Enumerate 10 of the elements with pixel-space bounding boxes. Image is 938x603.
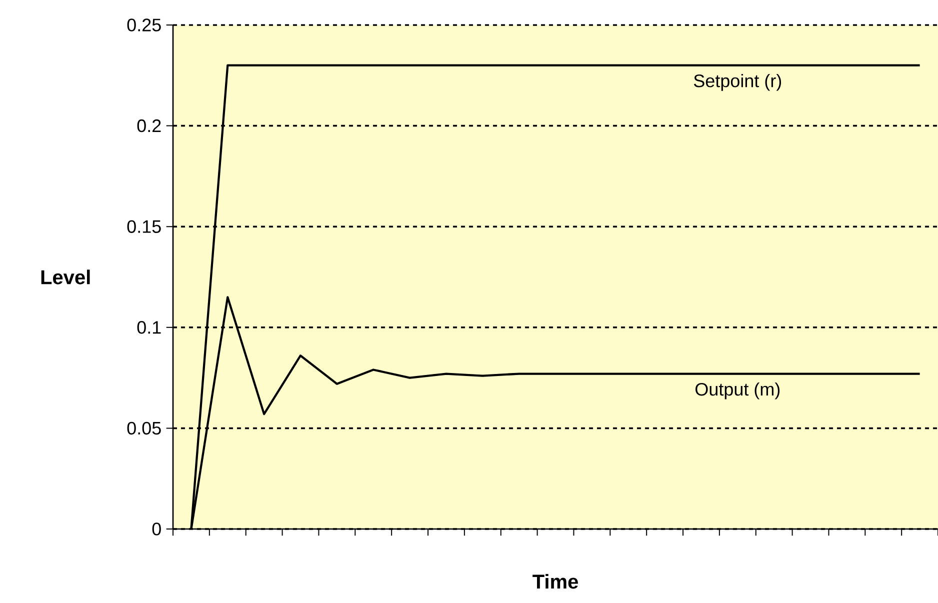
y-axis-title: Level [41,270,90,284]
y-tick-label: 0.25 [127,18,161,32]
y-tick-label: 0 [152,522,161,536]
series-label: Setpoint (r) [694,74,782,91]
y-tick-label: 0.1 [137,321,161,334]
y-tick-label: 0.2 [137,119,161,132]
x-axis-title: Time [532,574,578,589]
y-tick-label: 0.15 [127,220,161,233]
series-label: Output (m) [695,382,780,400]
y-tick-label: 0.05 [127,422,161,435]
